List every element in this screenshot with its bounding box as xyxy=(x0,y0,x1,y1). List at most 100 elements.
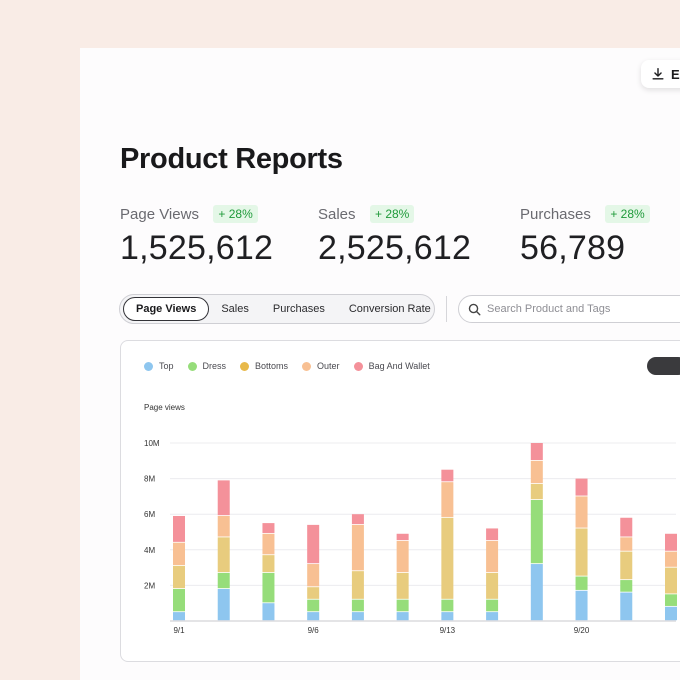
bar-segment[interactable] xyxy=(396,540,409,573)
bar-segment[interactable] xyxy=(441,469,454,482)
bar-segment[interactable] xyxy=(441,612,454,621)
bar-segment[interactable] xyxy=(575,528,588,576)
bar-segment[interactable] xyxy=(351,524,364,571)
toolbar-divider xyxy=(446,296,447,322)
stat-value: 2,525,612 xyxy=(318,229,472,268)
bar-segment[interactable] xyxy=(665,594,677,606)
stat-page-views: Page Views + 28% 1,525,612 xyxy=(120,205,273,268)
bar-segment[interactable] xyxy=(173,612,185,621)
bar-segment[interactable] xyxy=(530,564,543,621)
stat-label: Page Views xyxy=(120,205,199,223)
bar-segment[interactable] xyxy=(262,533,275,555)
x-tick-label: 9/6 xyxy=(308,626,320,635)
bar-segment[interactable] xyxy=(307,612,320,621)
bar-segment[interactable] xyxy=(486,599,499,612)
bar-segment[interactable] xyxy=(173,565,185,589)
bar-segment[interactable] xyxy=(217,588,230,621)
y-tick-label: 2M xyxy=(144,581,155,590)
bar-segment[interactable] xyxy=(173,588,185,612)
bar-segment[interactable] xyxy=(530,499,543,564)
bar-segment[interactable] xyxy=(441,482,454,517)
tab-conversion-rate[interactable]: Conversion Rate xyxy=(348,303,431,315)
bar-segment[interactable] xyxy=(620,592,633,621)
export-button[interactable]: E xyxy=(641,60,680,88)
bar-segment[interactable] xyxy=(351,571,364,599)
legend-label: Dress xyxy=(202,361,227,371)
bar-segment[interactable] xyxy=(486,572,499,599)
bar-segment[interactable] xyxy=(262,603,275,621)
bar-segment[interactable] xyxy=(620,551,633,580)
bar-segment[interactable] xyxy=(620,517,633,537)
bar-segment[interactable] xyxy=(351,599,364,612)
bar-segment[interactable] xyxy=(396,599,409,612)
stat-change-badge: + 28% xyxy=(605,205,650,223)
stat-label: Sales xyxy=(318,205,356,223)
x-tick-label: 9/13 xyxy=(440,626,456,635)
legend-swatch xyxy=(240,361,250,371)
bar-segment[interactable] xyxy=(575,590,588,621)
bar-segment[interactable] xyxy=(665,551,677,567)
tab-sales[interactable]: Sales xyxy=(221,303,249,315)
bar-segment[interactable] xyxy=(351,612,364,621)
bar-segment[interactable] xyxy=(307,599,320,612)
bar-segment[interactable] xyxy=(441,517,454,599)
bar-segment[interactable] xyxy=(217,537,230,573)
metric-tabs: Page Views Sales Purchases Conversion Ra… xyxy=(119,294,435,324)
stat-change-badge: + 28% xyxy=(213,205,258,223)
search-input[interactable] xyxy=(487,303,667,315)
stat-value: 56,789 xyxy=(520,229,626,268)
bar-segment[interactable] xyxy=(217,572,230,589)
bar-segment[interactable] xyxy=(575,478,588,496)
bar-segment[interactable] xyxy=(262,555,275,573)
bar-segment[interactable] xyxy=(396,533,409,541)
bar-segment[interactable] xyxy=(217,515,230,537)
bar-segment[interactable] xyxy=(441,599,454,612)
bar-segment[interactable] xyxy=(665,567,677,594)
bar-segment[interactable] xyxy=(620,580,633,592)
stat-change-badge: + 28% xyxy=(369,205,415,223)
tab-page-views[interactable]: Page Views xyxy=(123,297,210,321)
bar-segment[interactable] xyxy=(262,523,275,533)
bar-segment[interactable] xyxy=(530,483,543,500)
legend-swatch xyxy=(353,361,363,371)
bar-segment[interactable] xyxy=(530,443,543,460)
bar-segment[interactable] xyxy=(486,612,499,621)
download-icon xyxy=(652,68,664,80)
legend-swatch xyxy=(187,361,197,371)
legend-label: Bag And Wallet xyxy=(368,361,430,371)
bar-segment[interactable] xyxy=(307,564,320,587)
bar-segment[interactable] xyxy=(396,612,409,621)
legend-item[interactable]: Bottoms xyxy=(240,361,288,371)
bar-segment[interactable] xyxy=(396,572,409,599)
chart-legend: Top Dress Bottoms Outer Bag And Wallet xyxy=(144,361,444,371)
bar-segment[interactable] xyxy=(575,576,588,590)
bar-segment[interactable] xyxy=(307,524,320,564)
bar-segment[interactable] xyxy=(665,533,677,551)
chart-toggle[interactable] xyxy=(647,357,680,375)
bar-segment[interactable] xyxy=(486,540,499,573)
bar-segment[interactable] xyxy=(307,587,320,599)
bar-segment[interactable] xyxy=(173,515,185,542)
legend-item[interactable]: Dress xyxy=(187,361,227,371)
bar-segment[interactable] xyxy=(665,606,677,621)
bar-segment[interactable] xyxy=(575,496,588,528)
bar-segment[interactable] xyxy=(262,572,275,603)
bar-segment[interactable] xyxy=(620,537,633,551)
y-tick-label: 10M xyxy=(144,439,160,448)
stat-label: Purchases xyxy=(520,205,591,223)
y-tick-label: 8M xyxy=(144,475,155,484)
bar-segment[interactable] xyxy=(486,528,499,541)
legend-item[interactable]: Outer xyxy=(302,361,340,371)
export-label: E xyxy=(671,66,680,82)
tab-purchases[interactable]: Purchases xyxy=(272,303,325,315)
bar-segment[interactable] xyxy=(530,460,543,484)
search-icon xyxy=(468,303,481,315)
bar-segment[interactable] xyxy=(351,514,364,525)
x-tick-label: 9/1 xyxy=(173,626,185,635)
bar-segment[interactable] xyxy=(173,542,185,566)
search-box[interactable] xyxy=(458,295,680,323)
y-axis-title: Page views xyxy=(144,403,185,412)
bar-segment[interactable] xyxy=(217,480,230,516)
legend-item[interactable]: Bag And Wallet xyxy=(353,361,430,371)
legend-item[interactable]: Top xyxy=(144,361,174,371)
